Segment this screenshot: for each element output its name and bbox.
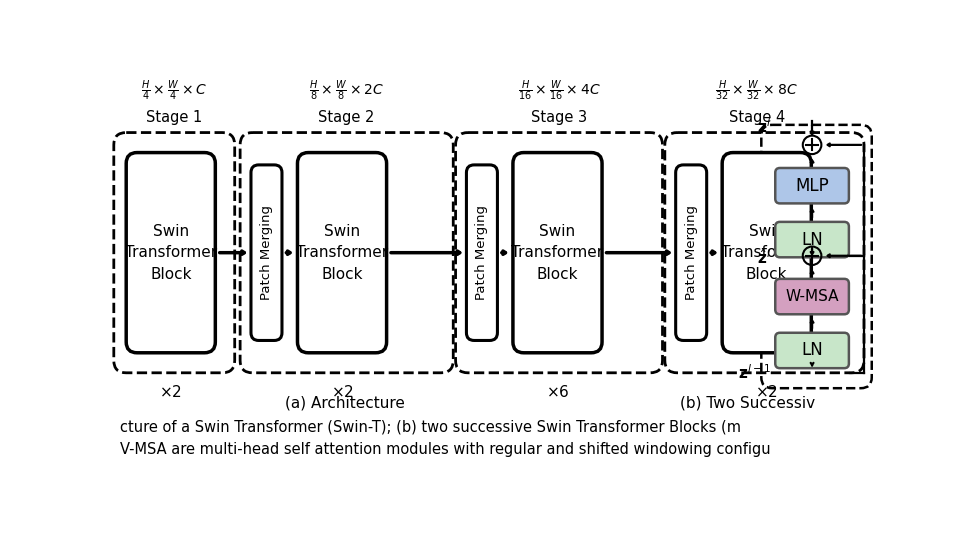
Text: $\frac{H}{8}\times\frac{W}{8}\times 2C$: $\frac{H}{8}\times\frac{W}{8}\times 2C$ — [309, 79, 384, 103]
Text: $\mathbf{z}^{l-1}$: $\mathbf{z}^{l-1}$ — [738, 363, 771, 382]
Text: Patch Merging: Patch Merging — [475, 205, 489, 300]
FancyBboxPatch shape — [467, 165, 497, 340]
Text: Stage 4: Stage 4 — [729, 110, 784, 125]
FancyBboxPatch shape — [676, 165, 707, 340]
Text: $\times 6$: $\times 6$ — [545, 384, 569, 400]
FancyBboxPatch shape — [251, 165, 282, 340]
Text: Transformer: Transformer — [721, 245, 813, 260]
Text: Swin: Swin — [153, 224, 189, 239]
Text: $\hat{\mathbf{z}}^{l}$: $\hat{\mathbf{z}}^{l}$ — [756, 248, 771, 267]
Text: Block: Block — [537, 267, 578, 282]
Text: Stage 3: Stage 3 — [531, 110, 588, 125]
Text: V-MSA are multi-head self attention modules with regular and shifted windowing c: V-MSA are multi-head self attention modu… — [120, 442, 771, 457]
Text: LN: LN — [802, 341, 823, 360]
Text: Block: Block — [150, 267, 191, 282]
Text: Transformer: Transformer — [125, 245, 217, 260]
Text: $\frac{H}{16}\times\frac{W}{16}\times 4C$: $\frac{H}{16}\times\frac{W}{16}\times 4C… — [517, 79, 600, 103]
Text: (b) Two Successiv: (b) Two Successiv — [681, 396, 815, 411]
Text: Swin: Swin — [540, 224, 576, 239]
Text: Stage 2: Stage 2 — [319, 110, 374, 125]
FancyBboxPatch shape — [776, 333, 849, 368]
FancyBboxPatch shape — [298, 153, 387, 353]
Text: MLP: MLP — [795, 177, 828, 195]
Text: cture of a Swin Transformer (Swin-T); (b) two successive Swin Transformer Blocks: cture of a Swin Transformer (Swin-T); (b… — [120, 419, 741, 434]
Text: Stage 1: Stage 1 — [146, 110, 203, 125]
Text: $\frac{H}{4}\times\frac{W}{4}\times C$: $\frac{H}{4}\times\frac{W}{4}\times C$ — [141, 79, 207, 103]
FancyBboxPatch shape — [776, 279, 849, 314]
Text: $\times 2$: $\times 2$ — [330, 384, 353, 400]
FancyBboxPatch shape — [776, 168, 849, 204]
FancyBboxPatch shape — [513, 153, 602, 353]
Text: Block: Block — [322, 267, 363, 282]
Text: $\times 2$: $\times 2$ — [159, 384, 182, 400]
Text: W-MSA: W-MSA — [785, 289, 839, 304]
Text: LN: LN — [802, 231, 823, 248]
Text: Patch Merging: Patch Merging — [684, 205, 698, 300]
Text: Transformer: Transformer — [296, 245, 388, 260]
Text: Transformer: Transformer — [512, 245, 604, 260]
Text: Swin: Swin — [749, 224, 785, 239]
Text: Swin: Swin — [324, 224, 360, 239]
FancyBboxPatch shape — [126, 153, 215, 353]
Text: $\times 2$: $\times 2$ — [756, 384, 779, 400]
FancyBboxPatch shape — [776, 222, 849, 257]
Text: $\frac{H}{32}\times\frac{W}{32}\times 8C$: $\frac{H}{32}\times\frac{W}{32}\times 8C… — [715, 79, 798, 103]
FancyBboxPatch shape — [722, 153, 811, 353]
Text: Patch Merging: Patch Merging — [260, 205, 273, 300]
Text: Block: Block — [746, 267, 787, 282]
Text: $\mathbf{z}^{l}$: $\mathbf{z}^{l}$ — [756, 117, 771, 136]
Text: (a) Architecture: (a) Architecture — [285, 396, 405, 411]
